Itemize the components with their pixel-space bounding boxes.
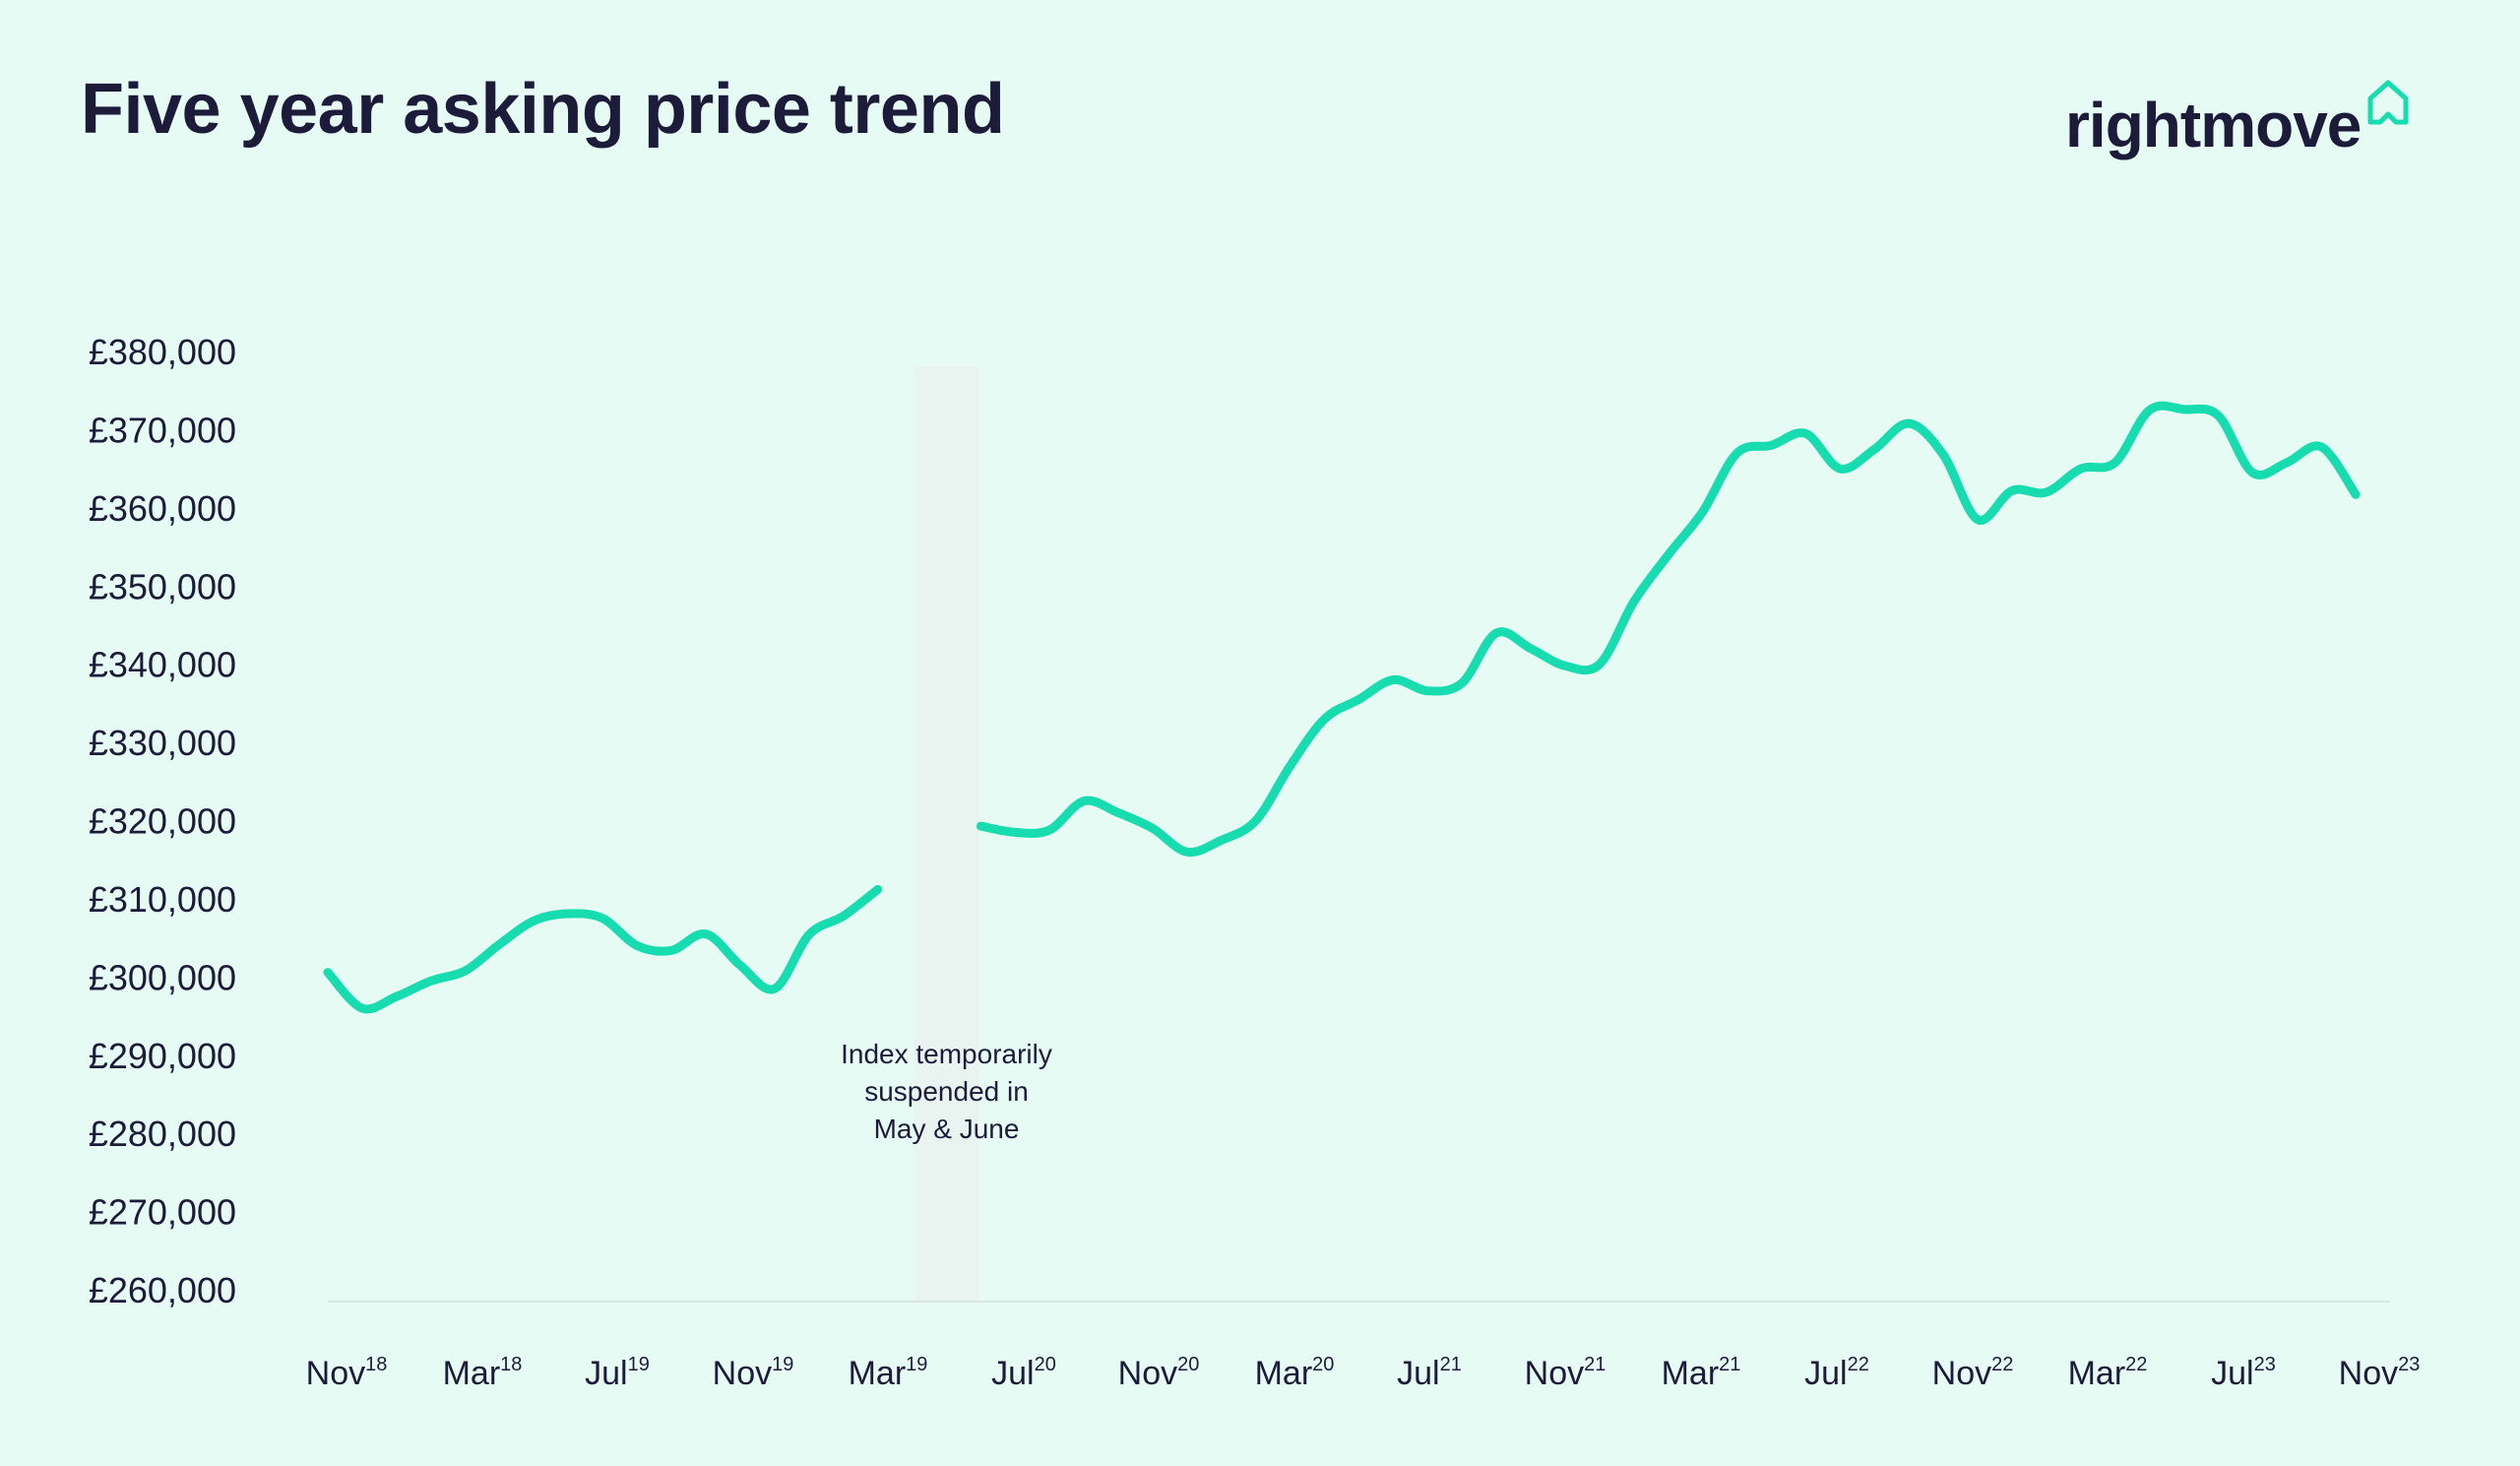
series-line-segment — [976, 401, 2361, 858]
x-tick-label: Mar18 — [443, 1354, 523, 1392]
x-tick-month: Jul — [991, 1355, 1034, 1392]
house-outline-icon — [2367, 80, 2409, 125]
y-tick-label: £350,000 — [89, 566, 236, 606]
x-tick-year: 23 — [2398, 1354, 2420, 1375]
x-tick-year: 18 — [500, 1354, 522, 1375]
annotation-line: suspended in — [864, 1076, 1029, 1107]
x-tick-month: Jul — [585, 1355, 627, 1392]
y-tick-label: £370,000 — [89, 410, 236, 450]
x-tick-label: Nov20 — [1118, 1354, 1200, 1392]
x-tick-label: Jul20 — [991, 1354, 1056, 1392]
x-tick-label: Nov22 — [1932, 1354, 2014, 1392]
annotation-line: May & June — [874, 1114, 1020, 1144]
x-tick-label: Mar19 — [849, 1354, 928, 1392]
x-tick-label: Mar21 — [1662, 1354, 1741, 1392]
x-tick-month: Nov — [2339, 1355, 2398, 1392]
x-tick-year: 22 — [2125, 1354, 2147, 1375]
x-tick-label: Mar20 — [1255, 1354, 1335, 1392]
logo-text: rightmove — [2065, 90, 2362, 160]
x-tick-month: Mar — [1662, 1355, 1720, 1392]
series-line-segment — [323, 884, 883, 1014]
y-tick-label: £310,000 — [89, 879, 236, 920]
y-axis-ticks: £380,000 £370,000 £360,000 £350,000 £340,000… — [89, 332, 236, 1310]
x-tick-label: Nov21 — [1525, 1354, 1606, 1392]
x-tick-label: Nov23 — [2339, 1354, 2421, 1392]
x-tick-year: 20 — [1312, 1354, 1334, 1375]
y-tick-label: £290,000 — [89, 1036, 236, 1076]
x-tick-month: Mar — [2068, 1355, 2126, 1392]
y-tick-label: £380,000 — [89, 332, 236, 372]
suspended-band — [914, 366, 979, 1302]
x-tick-month: Mar — [1255, 1355, 1313, 1392]
x-tick-label: Jul19 — [585, 1354, 650, 1392]
x-tick-label: Jul22 — [1804, 1354, 1869, 1392]
x-tick-month: Jul — [1397, 1355, 1439, 1392]
x-tick-year: 20 — [1035, 1354, 1056, 1375]
x-tick-year: 22 — [1991, 1354, 2013, 1375]
series-lines — [323, 401, 2361, 1014]
x-tick-year: 23 — [2254, 1354, 2276, 1375]
rightmove-logo: rightmove — [2065, 77, 2412, 161]
page-title: Five year asking price trend — [81, 70, 1005, 149]
x-tick-label: Mar22 — [2068, 1354, 2148, 1392]
y-tick-label: £280,000 — [89, 1114, 236, 1154]
suspension-annotation: Index temporarily suspended in May & June — [841, 1039, 1052, 1144]
x-tick-year: 19 — [906, 1354, 927, 1375]
x-tick-year: 21 — [1719, 1354, 1740, 1375]
y-tick-label: £260,000 — [89, 1270, 236, 1310]
x-tick-year: 19 — [772, 1354, 793, 1375]
x-tick-year: 21 — [1440, 1354, 1462, 1375]
y-tick-label: £340,000 — [89, 645, 236, 685]
x-axis-ticks: Nov18 Mar18 Jul19 Nov19 Mar19 Jul20 Nov20 Mar20… — [306, 1354, 2421, 1392]
x-tick-label: Jul21 — [1397, 1354, 1462, 1392]
x-tick-month: Mar — [443, 1355, 501, 1392]
x-tick-year: 18 — [365, 1354, 387, 1375]
x-tick-month: Nov — [306, 1355, 365, 1392]
x-tick-label: Jul23 — [2211, 1354, 2276, 1392]
x-tick-month: Jul — [2211, 1355, 2253, 1392]
x-tick-month: Nov — [1118, 1355, 1177, 1392]
y-tick-label: £270,000 — [89, 1192, 236, 1233]
y-tick-label: £320,000 — [89, 801, 236, 842]
x-tick-label: Nov19 — [713, 1354, 794, 1392]
x-tick-month: Nov — [713, 1355, 772, 1392]
x-tick-year: 19 — [628, 1354, 650, 1375]
x-tick-month: Mar — [849, 1355, 907, 1392]
x-tick-label: Nov18 — [306, 1354, 388, 1392]
y-tick-label: £330,000 — [89, 723, 236, 763]
x-tick-month: Jul — [1804, 1355, 1847, 1392]
y-tick-label: £300,000 — [89, 957, 236, 997]
x-tick-month: Nov — [1525, 1355, 1584, 1392]
annotation-line: Index temporarily — [841, 1039, 1052, 1069]
x-tick-year: 20 — [1177, 1354, 1199, 1375]
x-tick-year: 22 — [1848, 1354, 1869, 1375]
suspended-band-layer — [914, 366, 979, 1302]
y-tick-label: £360,000 — [89, 488, 236, 529]
x-tick-month: Nov — [1932, 1355, 1991, 1392]
x-tick-year: 21 — [1584, 1354, 1606, 1375]
